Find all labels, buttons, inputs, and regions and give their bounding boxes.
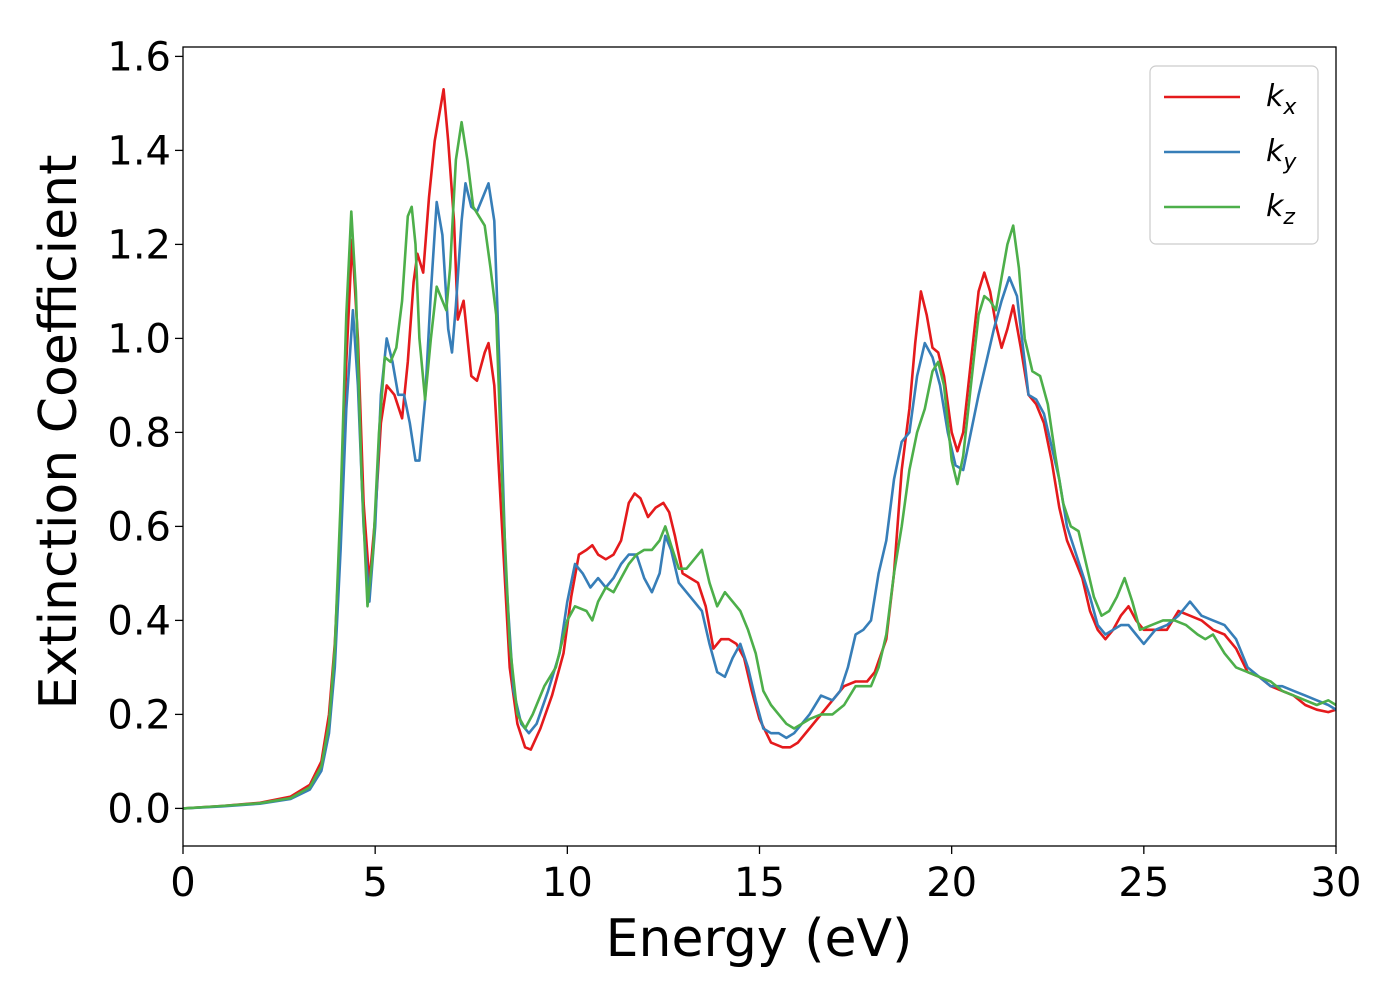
x-tick-label: 30: [1311, 860, 1362, 906]
x-tick-label: 10: [542, 860, 593, 906]
x-axis-title: Energy (eV): [606, 909, 913, 969]
x-tick-label: 20: [926, 860, 977, 906]
legend-label-kz: kz: [1266, 189, 1295, 230]
y-tick-label: 0.4: [107, 598, 171, 644]
y-tick-label: 0.0: [107, 786, 171, 832]
plot-lines: [183, 88, 1336, 810]
y-tick-label: 0.6: [107, 504, 171, 550]
x-tick-label: 25: [1118, 860, 1169, 906]
y-axis-ticks: 0.0 0.2 0.4 0.6 0.8 1.0 1.2 1.4 1.6: [107, 34, 183, 832]
legend-label-kx: kx: [1266, 79, 1297, 120]
legend: kx ky kz: [1149, 65, 1319, 245]
legend-box: [1149, 65, 1319, 245]
x-tick-label: 15: [734, 860, 785, 906]
y-tick-label: 1.2: [107, 222, 171, 268]
x-tick-label: 0: [170, 860, 195, 906]
series-line-kz: [183, 120, 1336, 810]
series-line-kx: [183, 88, 1336, 810]
y-tick-label: 1.6: [107, 34, 171, 80]
series-line-ky: [183, 182, 1336, 810]
y-tick-label: 0.2: [107, 692, 171, 738]
y-tick-label: 0.8: [107, 410, 171, 456]
y-axis-title: Extinction Coefficient: [29, 155, 89, 710]
x-axis-ticks: 0 5 10 15 20 25 30: [170, 846, 1361, 906]
y-tick-label: 1.4: [107, 128, 171, 174]
y-tick-label: 1.0: [107, 316, 171, 362]
legend-label-ky: ky: [1266, 134, 1297, 175]
x-tick-label: 5: [362, 860, 387, 906]
